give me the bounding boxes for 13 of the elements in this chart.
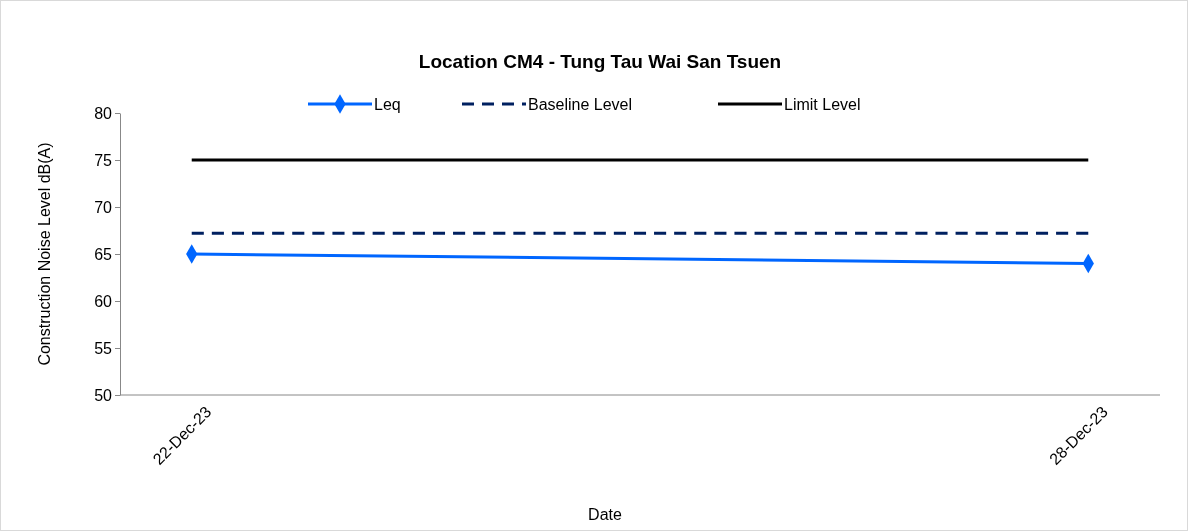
legend-label: Leq: [374, 96, 401, 113]
legend-label: Limit Level: [784, 96, 861, 113]
y-tick-label: 75: [94, 151, 113, 169]
chart-title: Location CM4 - Tung Tau Wai San Tsuen: [418, 51, 782, 72]
y-tick-label: 65: [94, 245, 113, 263]
y-tick-label: 55: [94, 339, 113, 357]
legend-label: Baseline Level: [528, 96, 633, 113]
y-tick-label: 50: [94, 386, 113, 404]
y-axis-title: Construction Noise Level dB(A): [36, 142, 53, 366]
y-tick-label: 80: [94, 104, 113, 122]
x-axis-title: Date: [588, 506, 622, 523]
y-tick-label: 70: [94, 198, 113, 216]
y-tick-label: 60: [94, 292, 113, 310]
